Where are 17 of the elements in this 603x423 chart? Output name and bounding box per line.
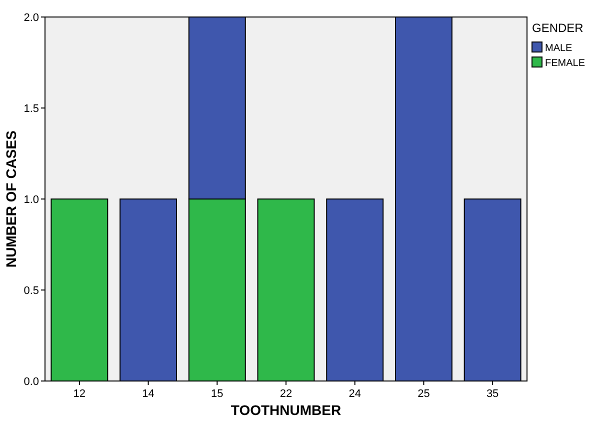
y-axis-title: NUMBER OF CASES	[3, 130, 19, 268]
y-tick-label: 1.0	[24, 194, 39, 206]
y-tick-label: 0.5	[24, 284, 39, 297]
legend-label: FEMALE	[545, 58, 586, 69]
x-tick-label: 22	[280, 388, 292, 400]
x-tick-label: 12	[73, 388, 86, 400]
legend-label: MALE	[545, 43, 573, 54]
x-tick-label: 24	[348, 388, 361, 400]
x-tick-label: 25	[418, 388, 430, 400]
y-tick-label: 0.0	[24, 376, 39, 388]
x-tick-label: 15	[211, 388, 224, 400]
y-tick-label: 1.5	[24, 102, 39, 115]
x-axis-title: TOOTHNUMBER	[230, 402, 342, 418]
x-tick-label: 35	[486, 388, 499, 400]
legend-title: GENDER	[532, 21, 584, 35]
x-tick-label: 14	[142, 388, 154, 400]
y-tick-label: 2.0	[24, 12, 39, 24]
